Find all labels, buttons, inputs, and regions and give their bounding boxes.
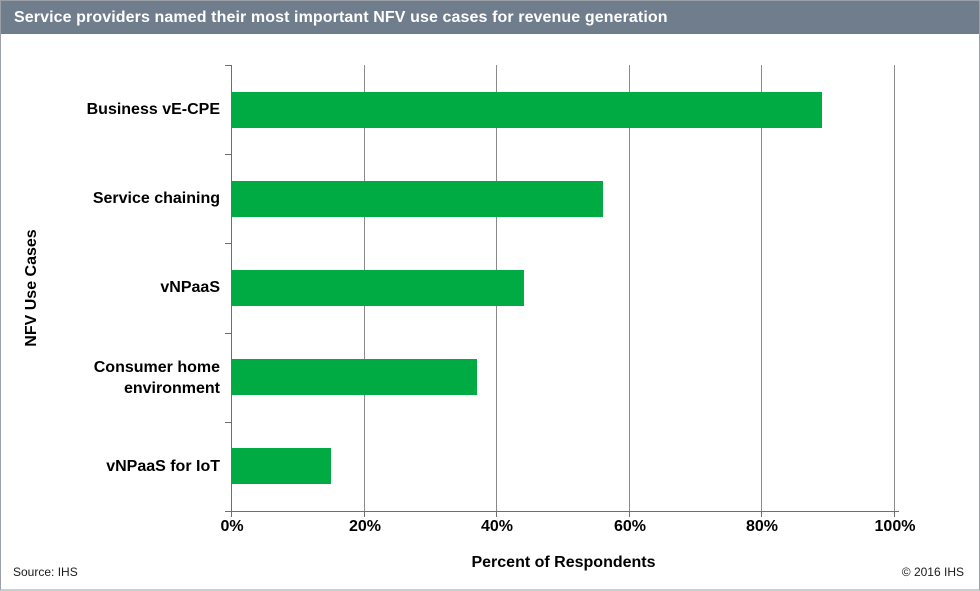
- x-tick-label: 0%: [220, 518, 244, 535]
- y-axis-title: NFV Use Cases: [23, 229, 40, 347]
- x-axis-tick: [629, 511, 630, 517]
- y-axis-tick: [225, 154, 231, 155]
- chart-title: Service providers named their most impor…: [14, 8, 668, 26]
- category-label: Business vE-CPE: [86, 101, 220, 118]
- bar: [232, 181, 603, 217]
- copyright-note: © 2016 IHS: [901, 565, 964, 579]
- y-axis-line: [231, 65, 232, 511]
- x-tick-label: 40%: [480, 518, 514, 535]
- x-axis-tick: [496, 511, 497, 517]
- x-axis-line: [231, 511, 899, 512]
- y-axis-tick: [225, 333, 231, 334]
- bar: [232, 270, 524, 306]
- x-axis-tick: [894, 511, 895, 517]
- plot-area: 0% 20% 40% 60% 80% 100%: [220, 65, 915, 535]
- x-axis-title: Percent of Respondents: [471, 554, 656, 571]
- bar: [232, 448, 331, 484]
- gridline-60: [629, 65, 630, 511]
- x-tick-label: 80%: [745, 518, 779, 535]
- gridline-80: [761, 65, 762, 511]
- category-label: Service chaining: [92, 190, 220, 207]
- y-axis-tick: [225, 65, 231, 66]
- gridline-100: [894, 65, 895, 511]
- title-bar: Service providers named their most impor…: [1, 1, 979, 34]
- x-tick-label: 20%: [348, 518, 382, 535]
- x-axis-tick: [761, 511, 762, 517]
- category-label: vNPaaS: [160, 279, 220, 296]
- x-tick-label: 60%: [613, 518, 647, 535]
- y-axis-tick: [225, 243, 231, 244]
- category-label: Consumer home environment: [93, 358, 220, 397]
- y-axis-tick: [225, 422, 231, 423]
- bar: [232, 92, 822, 128]
- bar: [232, 359, 477, 395]
- x-axis-tick: [231, 511, 232, 517]
- x-axis-tick: [364, 511, 365, 517]
- y-axis-tick: [225, 511, 231, 512]
- x-tick-label: 100%: [874, 518, 916, 535]
- source-note: Source: IHS: [13, 565, 78, 579]
- category-label: vNPaaS for IoT: [106, 458, 220, 475]
